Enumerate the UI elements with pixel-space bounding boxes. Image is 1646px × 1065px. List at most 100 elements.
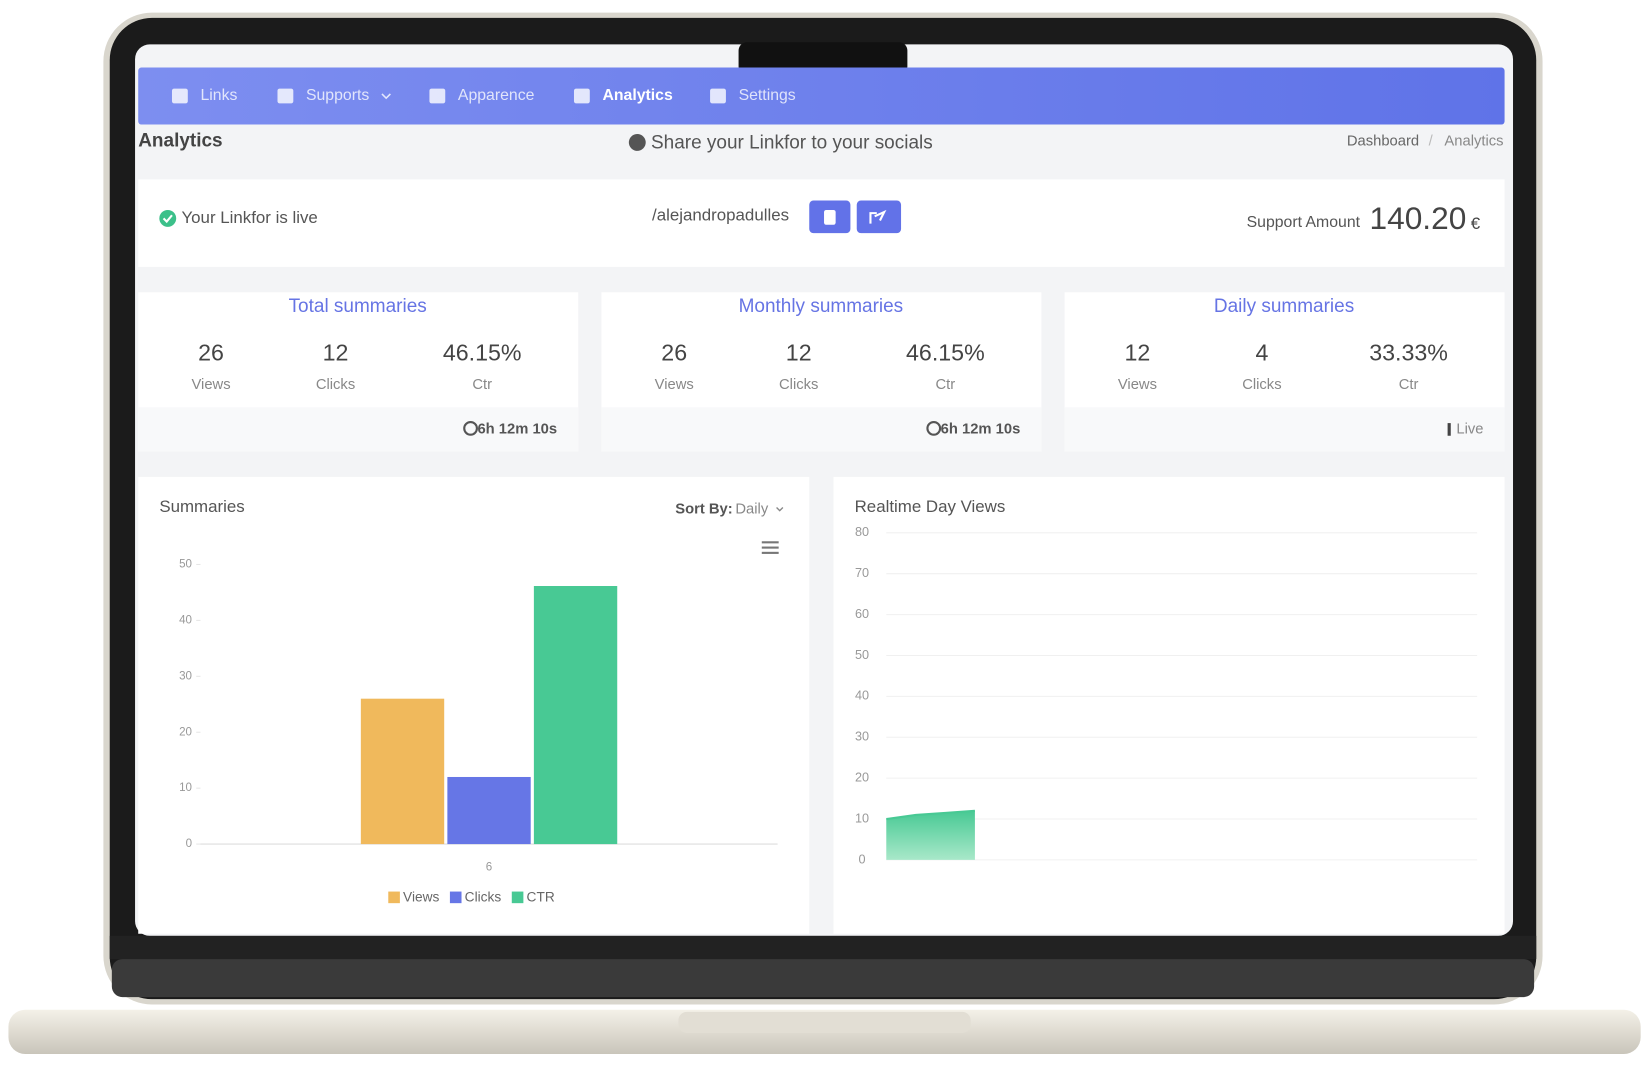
share-text: Share your Linkfor to your socials: [651, 133, 933, 154]
stat-value: 33.33%: [1369, 340, 1448, 366]
sort-label: Sort By:: [675, 502, 732, 518]
stat-value: 12: [323, 340, 349, 366]
legend-label[interactable]: Views: [403, 890, 439, 905]
stat-value: 26: [661, 340, 687, 366]
stat-label: Clicks: [1242, 377, 1281, 393]
notch: [738, 42, 908, 75]
legend-label[interactable]: Clicks: [465, 890, 502, 905]
summary-footer-text: 6h 12m 10s: [477, 421, 557, 437]
nav-item[interactable]: Apparence: [458, 87, 535, 104]
summary-footer: [1064, 407, 1505, 452]
y-tick-label: 10: [855, 811, 869, 825]
breadcrumb-sep: /: [1429, 133, 1434, 149]
stat-label: Clicks: [779, 377, 818, 393]
y-tick-label: 0: [858, 852, 865, 866]
share-icon: [869, 209, 887, 224]
support-amount: 140.20: [1370, 200, 1467, 236]
stat-label: Ctr: [1399, 377, 1419, 393]
stat-label: Views: [191, 377, 230, 393]
chin: [109, 935, 1537, 960]
stat-label: Ctr: [936, 377, 956, 393]
copy-icon: [824, 209, 836, 225]
bar: [447, 776, 531, 845]
legend-swatch: [449, 891, 462, 904]
y-tick-label: 0: [186, 837, 192, 850]
chin-lower: [111, 959, 1535, 998]
y-tick-label: 40: [855, 689, 869, 703]
chart-panel: [138, 476, 810, 934]
stat-label: Clicks: [316, 377, 355, 393]
bar: [533, 586, 618, 845]
laptop: Links Supports Apparence Analytics Settings A…: [8, 12, 1641, 1055]
info-icon: [628, 133, 646, 151]
sort-value[interactable]: Daily: [735, 502, 768, 518]
y-tick-label: 50: [179, 558, 192, 571]
alert-icon: [1447, 423, 1451, 436]
y-tick-label: 80: [855, 525, 869, 539]
nav-icon: [573, 88, 590, 104]
stat-label: Ctr: [472, 377, 492, 393]
stat-value: 46.15%: [906, 340, 985, 366]
summary-footer-text: Live: [1456, 421, 1483, 437]
nav-item[interactable]: Links: [200, 87, 237, 104]
menu-icon-line: [761, 541, 779, 544]
breadcrumb[interactable]: Dashboard: [1347, 133, 1419, 149]
legend-swatch: [511, 891, 524, 904]
support-label: Support Amount: [1247, 214, 1361, 231]
nav-icon: [710, 88, 726, 104]
y-tick-label: 60: [855, 607, 869, 621]
area-line: [886, 809, 975, 821]
check-icon: [159, 209, 177, 227]
y-tick-label: 30: [179, 669, 192, 682]
chevron: [381, 93, 391, 100]
x-tick-label: 6: [486, 860, 492, 873]
nav-item[interactable]: Analytics: [602, 87, 673, 104]
breadcrumb: Analytics: [1444, 133, 1503, 149]
chevron: [776, 507, 784, 512]
chart-title: Summaries: [159, 497, 244, 516]
nav-icon: [429, 88, 446, 104]
stat-value: 26: [198, 340, 224, 366]
y-tick-label: 40: [179, 613, 192, 626]
refresh-icon: [926, 420, 942, 436]
nav-bar: [138, 67, 1505, 125]
stat-value: 12: [1124, 340, 1150, 366]
nav-item[interactable]: Supports: [306, 87, 369, 104]
base-notch: [678, 1011, 971, 1033]
live-text: Your Linkfor is live: [181, 208, 317, 227]
nav-item[interactable]: Settings: [739, 87, 796, 104]
summary-footer-text: 6h 12m 10s: [941, 421, 1021, 437]
summary-title: Daily summaries: [1214, 296, 1354, 317]
y-tick-label: 70: [855, 566, 869, 580]
handle: /alejandropadulles: [652, 206, 789, 225]
summary-footer: [601, 407, 1042, 452]
y-tick-label: 20: [855, 770, 869, 784]
currency: €: [1471, 214, 1481, 233]
page-title: Analytics: [138, 130, 222, 151]
stat-label: Views: [1118, 377, 1157, 393]
stat-value: 46.15%: [443, 340, 522, 366]
refresh-icon: [463, 420, 478, 436]
legend-label[interactable]: CTR: [527, 890, 555, 905]
y-tick-label: 10: [179, 781, 192, 794]
menu-icon-line: [761, 551, 779, 554]
stat-value: 12: [786, 340, 812, 366]
y-tick-label: 50: [855, 648, 869, 662]
check-mark: [162, 214, 173, 224]
nav-icon: [277, 88, 294, 104]
chart-panel: [833, 476, 1505, 934]
area: [886, 810, 975, 860]
stat-value: 4: [1255, 340, 1268, 366]
nav-icon: [171, 88, 188, 104]
y-tick-label: 20: [179, 725, 192, 738]
bar: [360, 698, 445, 845]
summary-title: Monthly summaries: [739, 296, 904, 317]
legend-swatch: [388, 891, 400, 904]
summary-footer: [138, 407, 579, 452]
share-button[interactable]: [856, 200, 902, 234]
chart-title: Realtime Day Views: [855, 497, 1006, 516]
y-tick-label: 30: [855, 730, 869, 744]
menu-icon-line: [761, 546, 779, 549]
